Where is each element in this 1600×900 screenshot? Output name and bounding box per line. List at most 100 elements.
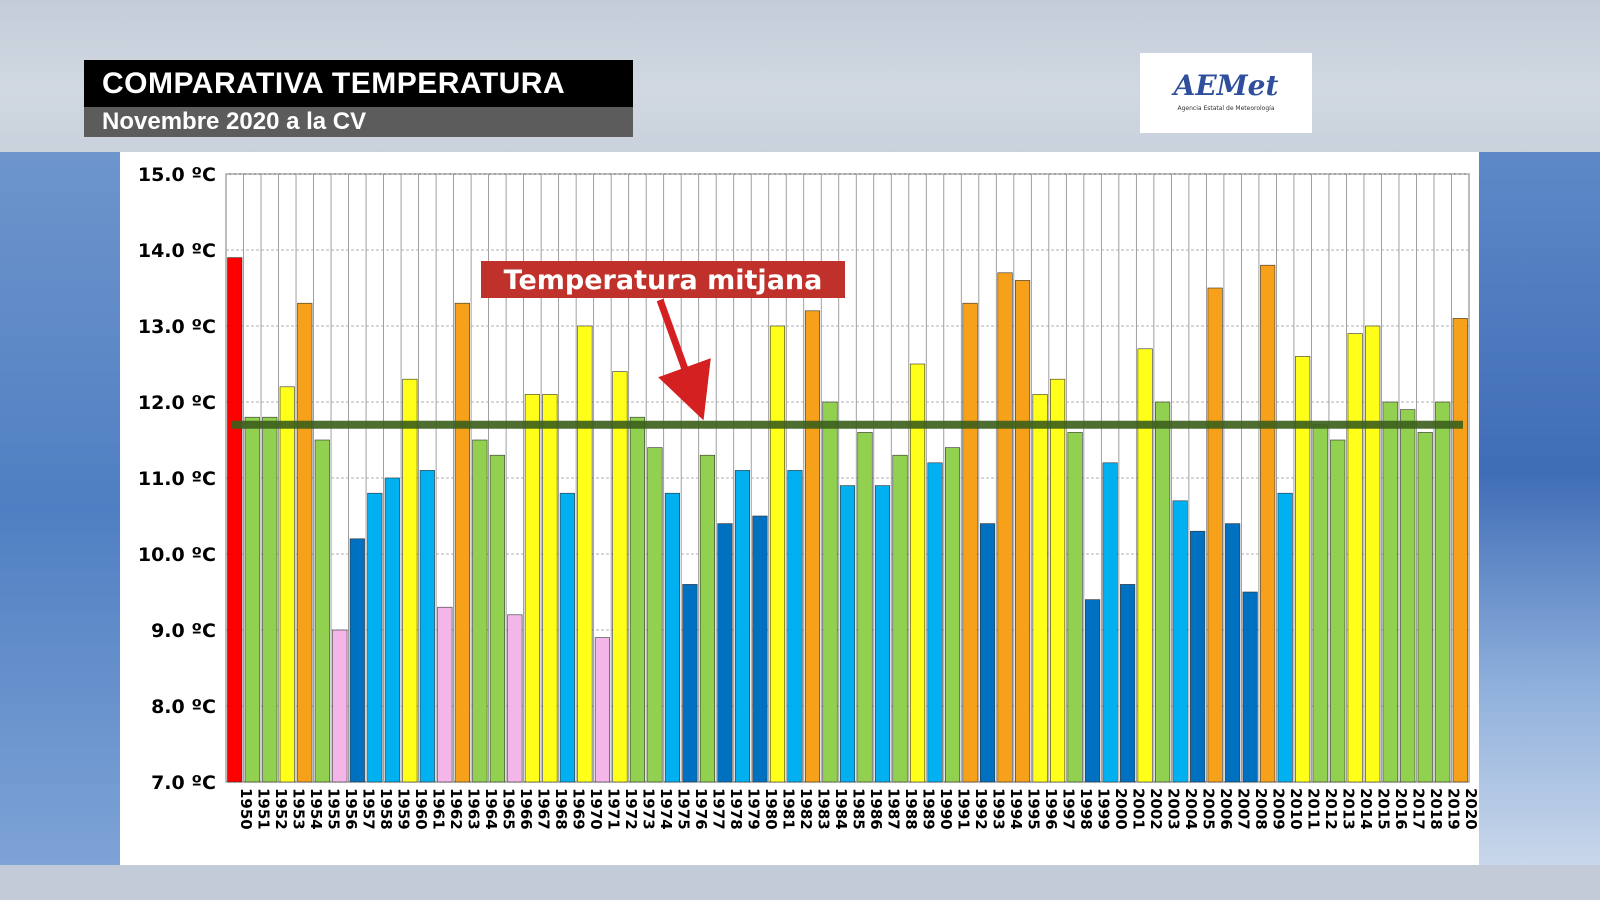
bar xyxy=(1085,599,1101,783)
bar xyxy=(472,439,488,783)
x-tick-label: 1960 xyxy=(412,788,430,830)
x-tick-label: 1955 xyxy=(324,788,342,830)
bar xyxy=(559,492,575,783)
x-tick-label: 2013 xyxy=(1340,788,1358,830)
logo-text: AEMet xyxy=(1173,69,1279,102)
sky-background-right xyxy=(1479,152,1600,865)
x-tick-label: 2007 xyxy=(1235,788,1253,830)
bar xyxy=(874,485,891,783)
x-tick-label: 1952 xyxy=(272,788,290,830)
x-tick-label: 1987 xyxy=(885,788,903,830)
x-tick-label: 1957 xyxy=(359,788,377,830)
bar xyxy=(227,257,243,783)
bar xyxy=(314,439,330,783)
x-tick-label: 2020 xyxy=(1462,788,1479,830)
x-tick-label: 1986 xyxy=(867,788,885,830)
bar xyxy=(454,302,470,783)
bar xyxy=(1102,462,1118,783)
x-tick-label: 1982 xyxy=(797,788,815,830)
annotation-arrow xyxy=(656,298,711,421)
bar xyxy=(489,454,505,783)
annotation-box xyxy=(481,261,845,298)
chart-svg: 15.0 ºC 14.0 ºC 13.0 ºC 12.0 ºC 11.0 ºC 10.0 … xyxy=(138,164,1479,830)
bar xyxy=(647,447,663,783)
y-tick-label: 10.0 ºC xyxy=(138,544,216,566)
bar xyxy=(1400,409,1416,783)
bar xyxy=(1330,439,1346,783)
x-tick-label: 1979 xyxy=(744,788,762,830)
x-tick-label: 1959 xyxy=(394,788,412,830)
x-tick-label: 2002 xyxy=(1147,788,1165,830)
bar xyxy=(349,538,365,783)
x-tick-label: 1983 xyxy=(814,788,832,830)
x-tick-label: 1950 xyxy=(237,788,255,830)
bar xyxy=(367,492,383,783)
x-tick-label: 1992 xyxy=(972,788,990,830)
bar xyxy=(1225,523,1241,783)
y-tick-label: 14.0 ºC xyxy=(138,240,216,262)
x-tick-label: 1977 xyxy=(709,788,727,830)
x-tick-label: 1970 xyxy=(587,788,605,830)
bar xyxy=(1417,432,1433,783)
bar xyxy=(769,325,786,783)
bar xyxy=(804,310,821,783)
x-axis-ticks: 1950 1951 1952 1953 1954 1955 1956 1957 1958 1959… xyxy=(237,788,1479,830)
bar xyxy=(1242,591,1258,783)
bar xyxy=(1120,584,1136,783)
bar xyxy=(997,272,1013,783)
x-tick-label: 1971 xyxy=(604,788,622,830)
y-tick-label: 15.0 ºC xyxy=(138,164,216,186)
x-tick-label: 1975 xyxy=(674,788,692,830)
bar xyxy=(1312,424,1328,783)
bar xyxy=(1277,492,1293,783)
x-tick-label: 1994 xyxy=(1007,788,1025,830)
bar xyxy=(892,454,908,783)
bar xyxy=(962,302,978,783)
x-tick-label: 1962 xyxy=(447,788,465,830)
bar xyxy=(1172,500,1188,783)
x-tick-label: 1966 xyxy=(517,788,535,830)
x-tick-label: 1996 xyxy=(1042,788,1060,830)
logo-subtext: Agencia Estatal de Meteorología xyxy=(1177,105,1275,112)
y-tick-label: 8.0 ºC xyxy=(151,696,216,718)
x-tick-label: 1981 xyxy=(779,788,797,830)
bar xyxy=(332,629,348,783)
annotation-label: Temperatura mitjana xyxy=(504,265,823,296)
title-banner: COMPARATIVA TEMPERATURA Novembre 2020 a … xyxy=(84,60,633,137)
aemet-logo: AEMet Agencia Estatal de Meteorología xyxy=(1140,53,1312,133)
bar xyxy=(524,394,540,783)
bar xyxy=(542,394,558,783)
bar xyxy=(839,485,856,783)
x-tick-label: 2017 xyxy=(1410,788,1428,830)
bar xyxy=(1032,394,1048,783)
page-title: COMPARATIVA TEMPERATURA xyxy=(84,60,633,107)
x-tick-label: 1958 xyxy=(377,788,395,830)
x-tick-label: 2016 xyxy=(1392,788,1410,830)
x-tick-label: 1951 xyxy=(254,788,272,830)
temperature-bar-chart: 15.0 ºC 14.0 ºC 13.0 ºC 12.0 ºC 11.0 ºC 10.0 … xyxy=(120,152,1479,865)
x-tick-label: 1965 xyxy=(499,788,517,830)
y-tick-label: 13.0 ºC xyxy=(138,316,216,338)
bar xyxy=(1155,401,1171,783)
x-tick-label: 1953 xyxy=(289,788,307,830)
bar xyxy=(664,492,680,783)
x-tick-label: 1991 xyxy=(955,788,973,830)
x-tick-label: 1978 xyxy=(727,788,745,830)
x-tick-label: 2015 xyxy=(1375,788,1393,830)
bar xyxy=(612,371,628,783)
bar xyxy=(734,470,751,783)
bar xyxy=(822,401,838,783)
x-tick-label: 1998 xyxy=(1077,788,1095,830)
bar xyxy=(717,523,733,783)
bar xyxy=(1295,356,1311,783)
bar xyxy=(1382,401,1398,783)
bar xyxy=(927,462,943,783)
x-tick-label: 1995 xyxy=(1025,788,1043,830)
x-tick-label: 1964 xyxy=(482,788,500,830)
bar xyxy=(507,614,523,783)
bar xyxy=(1067,432,1083,783)
x-tick-label: 1968 xyxy=(552,788,570,830)
y-tick-label: 12.0 ºC xyxy=(138,392,216,414)
bar xyxy=(577,325,593,783)
x-tick-label: 1969 xyxy=(569,788,587,830)
